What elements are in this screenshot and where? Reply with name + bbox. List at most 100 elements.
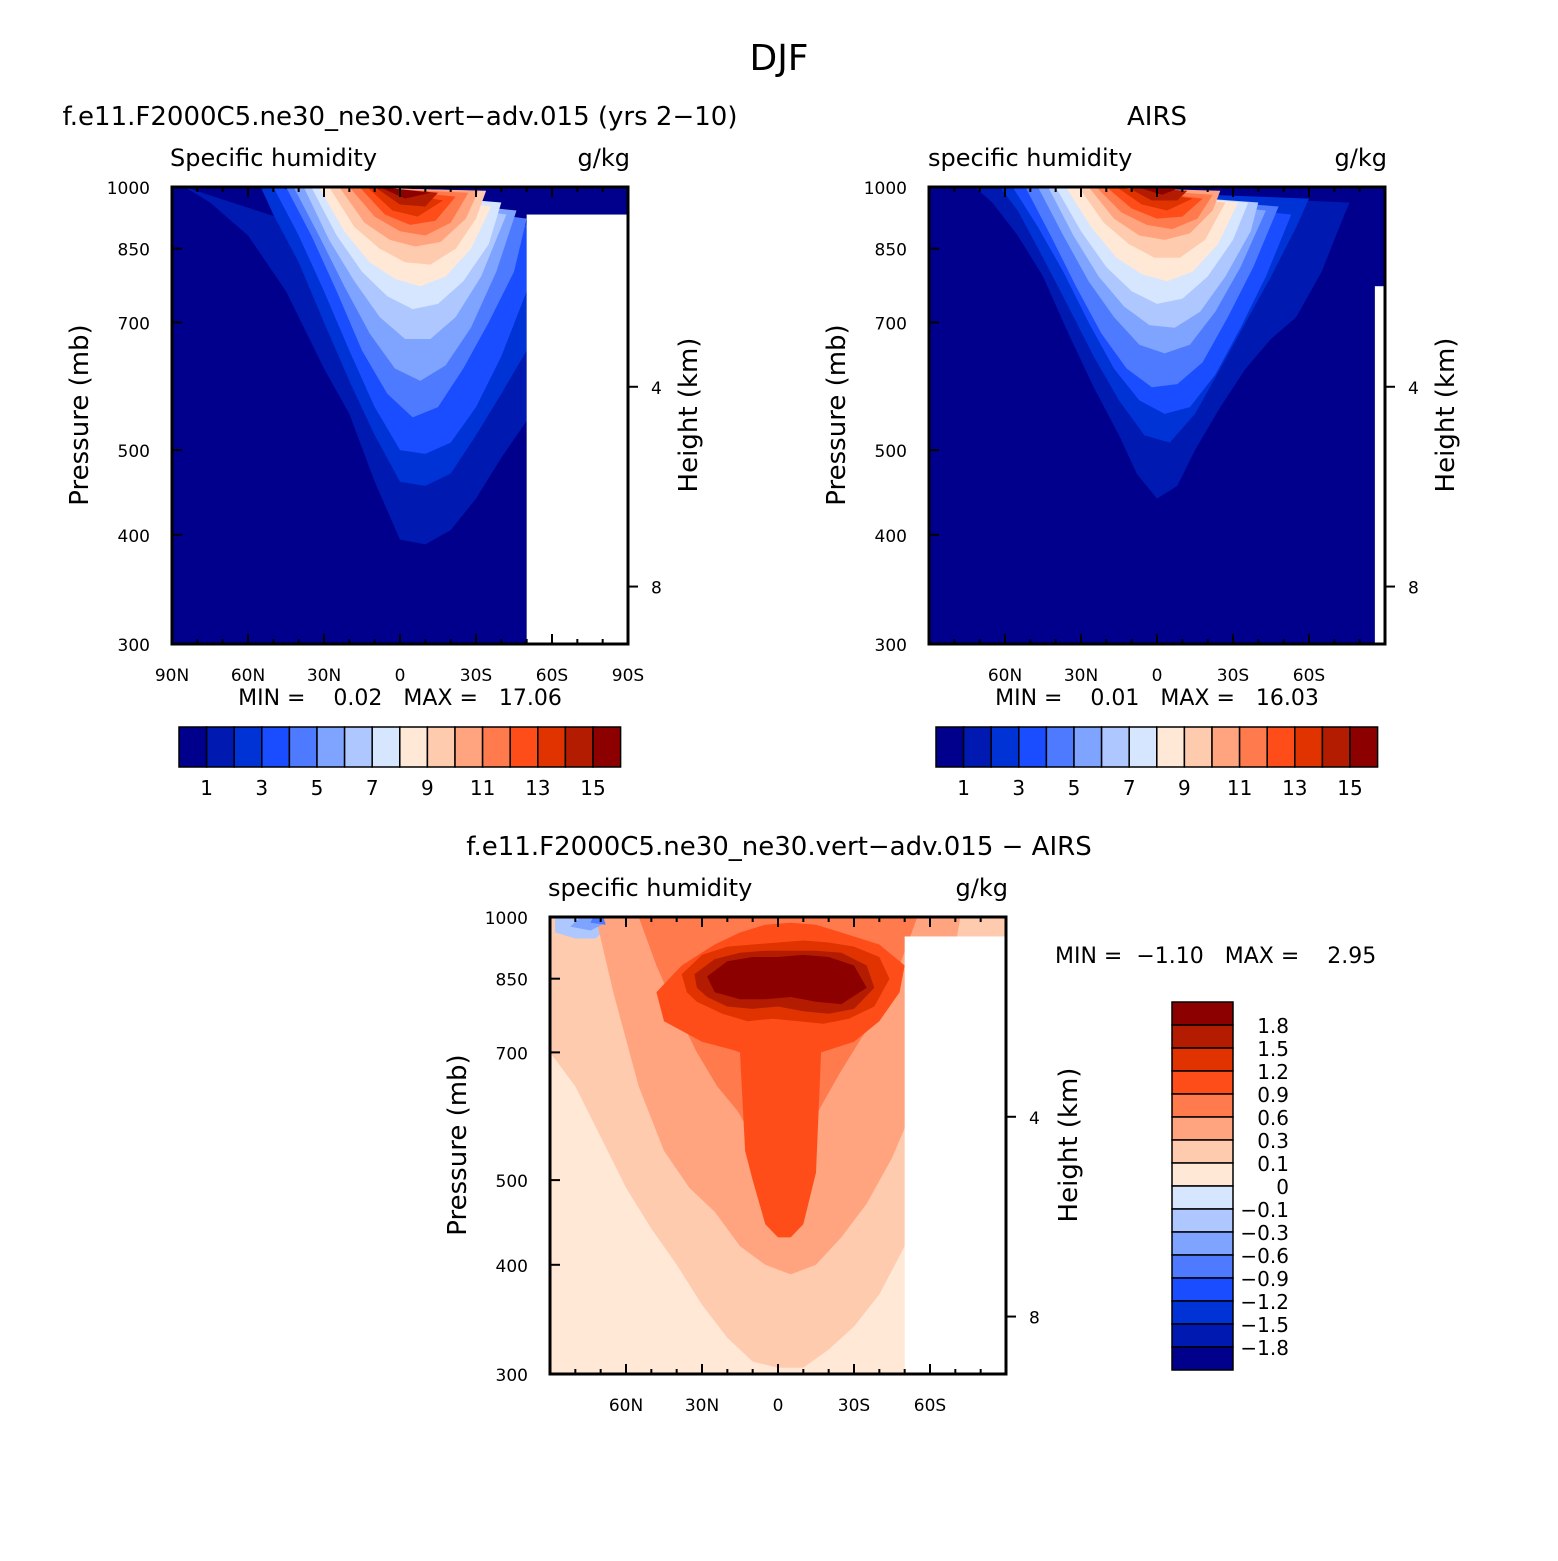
panel-airs-colorbar: 1 3 5 7 9 11 13 15 (935, 726, 1379, 800)
colorbar-swatch (1018, 726, 1048, 768)
panel-airs-stats: MIN = 0.01 MAX = 16.03 (995, 686, 1319, 711)
colorbar-swatch (1100, 726, 1130, 768)
x-tick-label: 30S (1217, 666, 1249, 686)
colorbar-swatch (1171, 1001, 1234, 1026)
x-tick-label: 60N (231, 666, 265, 686)
contour-fill-neg0p6 (590, 917, 606, 925)
y-tick-label: 500 (118, 442, 150, 462)
x-tick-label: 60N (988, 666, 1022, 686)
y-tick-label: 1000 (864, 179, 907, 199)
colorbar-swatch (316, 726, 346, 768)
colorbar-label: 1 (200, 776, 213, 800)
colorbar-swatch (592, 726, 622, 768)
colorbar-swatch (426, 726, 456, 768)
colorbar-label: 13 (525, 776, 550, 800)
panel-model-plot (172, 187, 628, 644)
colorbar-swatch (1349, 726, 1379, 768)
colorbar-swatch (288, 726, 318, 768)
y2-tick-label: 4 (1029, 1109, 1040, 1129)
colorbar-swatch (1321, 726, 1351, 768)
x-tick-label: 0 (773, 1396, 784, 1416)
colorbar-swatch (343, 726, 373, 768)
panel-airs-plot (929, 187, 1385, 644)
colorbar-swatch (1171, 1024, 1234, 1049)
colorbar-swatch (1171, 1162, 1234, 1187)
colorbar-label: 11 (470, 776, 495, 800)
colorbar-label: −0.9 (1240, 1267, 1289, 1291)
y2-tick-label: 8 (1029, 1309, 1040, 1329)
colorbar-swatch (564, 726, 594, 768)
colorbar-swatch (962, 726, 992, 768)
x-tick-label: 30S (838, 1396, 870, 1416)
y-tick-label: 500 (496, 1172, 528, 1192)
y2-tick-label: 4 (1408, 379, 1419, 399)
colorbar-swatch (205, 726, 235, 768)
colorbar-label: −0.1 (1240, 1198, 1289, 1222)
colorbar-swatch (371, 726, 401, 768)
x-tick-label: 60S (1293, 666, 1325, 686)
panel-model-colorbar: 1 3 5 7 9 11 13 15 (178, 726, 622, 800)
colorbar-swatch (1171, 1231, 1234, 1256)
colorbar-swatch (399, 726, 429, 768)
x-tick-label: 60S (536, 666, 568, 686)
panel-model-title: f.e11.F2000C5.ne30_ne30.vert−adv.015 (yr… (63, 102, 738, 132)
colorbar-label: 7 (366, 776, 379, 800)
colorbar-swatch (1238, 726, 1268, 768)
x-tick-label: 60N (609, 1396, 643, 1416)
panel-model-y2label: Height (km) (674, 338, 704, 493)
panel-diff: f.e11.F2000C5.ne30_ne30.vert−adv.015 − A… (443, 832, 1376, 1416)
panel-model-ylabel: Pressure (mb) (65, 324, 95, 505)
y-tick-label: 1000 (107, 179, 150, 199)
y-tick-label: 850 (875, 241, 907, 261)
x-tick-label: 0 (395, 666, 406, 686)
contour-fill-15 (379, 187, 431, 199)
colorbar-swatch (990, 726, 1020, 768)
colorbar-label: 9 (1178, 776, 1191, 800)
panel-model: f.e11.F2000C5.ne30_ne30.vert−adv.015 (yr… (63, 102, 738, 800)
colorbar-label: 13 (1282, 776, 1307, 800)
colorbar-swatch (454, 726, 484, 768)
y2-tick-label: 8 (1408, 579, 1419, 599)
colorbar-swatch (1171, 1093, 1234, 1118)
colorbar-label: 1.2 (1257, 1060, 1289, 1084)
colorbar-swatch (1171, 1070, 1234, 1095)
y2-tick-label: 4 (651, 379, 662, 399)
colorbar-swatch (261, 726, 291, 768)
missing-data-region (904, 936, 1006, 1374)
panel-airs-title: AIRS (1127, 102, 1187, 132)
colorbar-label: 0.1 (1257, 1152, 1289, 1176)
panel-model-stats: MIN = 0.02 MAX = 17.06 (238, 686, 562, 711)
missing-data-region (615, 286, 628, 644)
panel-model-left-string: Specific humidity (170, 144, 377, 172)
x-tick-label: 30S (460, 666, 492, 686)
y-tick-label: 300 (875, 636, 907, 656)
colorbar-swatch (233, 726, 263, 768)
panel-airs: AIRS specific humidity g/kg 60N 30N 0 30S 60… (822, 102, 1461, 800)
colorbar-swatch (1171, 1300, 1234, 1325)
colorbar-swatch (1045, 726, 1075, 768)
y-tick-label: 300 (496, 1366, 528, 1386)
x-tick-label: 90S (612, 666, 644, 686)
x-tick-label: 0 (1152, 666, 1163, 686)
colorbar-label: 5 (1068, 776, 1081, 800)
y-tick-label: 850 (118, 241, 150, 261)
panel-diff-title: f.e11.F2000C5.ne30_ne30.vert−adv.015 − A… (466, 832, 1091, 862)
colorbar-swatch (1171, 1277, 1234, 1302)
colorbar-label: 0.6 (1257, 1106, 1289, 1130)
x-tick-label: 30N (685, 1396, 719, 1416)
colorbar-swatch (1128, 726, 1158, 768)
colorbar-swatch (178, 726, 208, 768)
panel-airs-ylabel: Pressure (mb) (822, 324, 852, 505)
colorbar-swatch (1171, 1346, 1234, 1371)
colorbar-label: 11 (1227, 776, 1252, 800)
y-tick-label: 400 (496, 1257, 528, 1277)
colorbar-label: 15 (580, 776, 605, 800)
colorbar-swatch (1171, 1139, 1234, 1164)
colorbar-label: 1 (957, 776, 970, 800)
colorbar-swatch (481, 726, 511, 768)
panel-diff-right-string: g/kg (956, 874, 1008, 902)
panel-airs-left-string: specific humidity (928, 144, 1132, 172)
x-tick-label: 90N (155, 666, 189, 686)
colorbar-label: 1.8 (1257, 1014, 1289, 1038)
panel-diff-plot (550, 917, 1006, 1374)
